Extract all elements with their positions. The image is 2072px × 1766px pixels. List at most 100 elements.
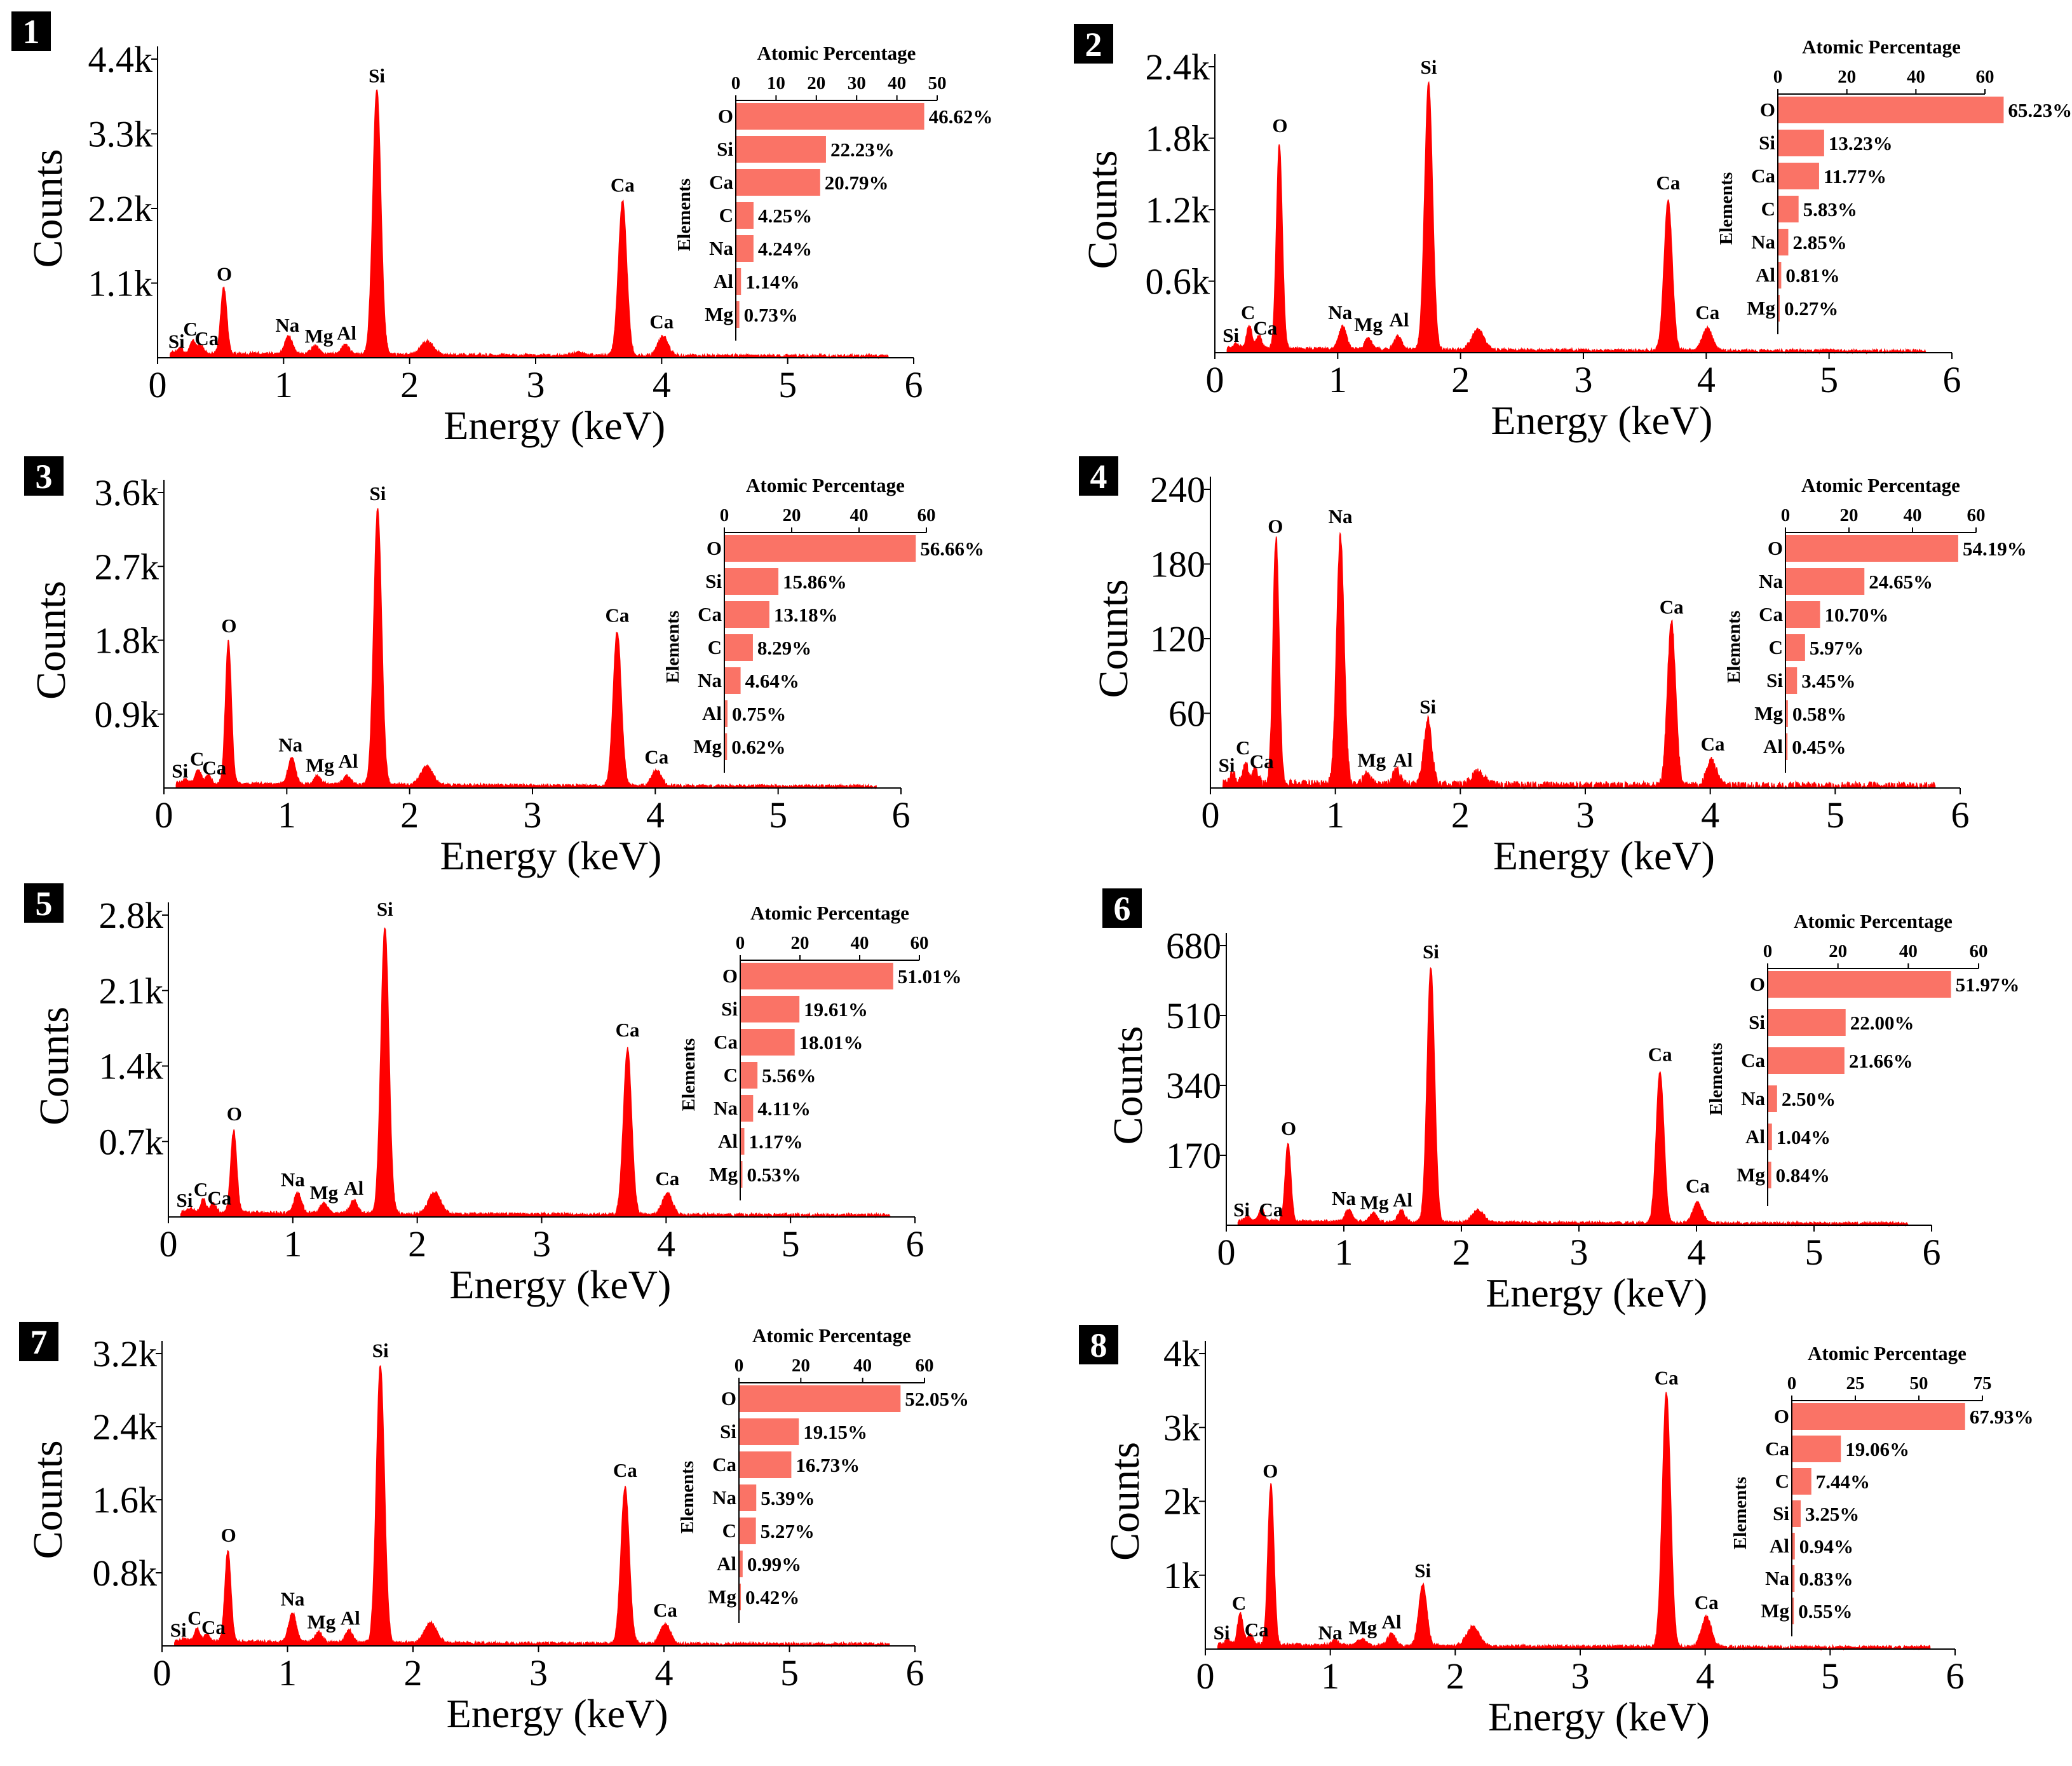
x-tick-label: 2 xyxy=(400,364,419,405)
inset-value-label: 19.15% xyxy=(803,1421,867,1443)
y-tick-label: 4.4k xyxy=(88,39,153,80)
x-tick-label: 6 xyxy=(1951,794,1970,836)
inset-value-label: 0.55% xyxy=(1798,1600,1852,1622)
inset-value-label: 46.62% xyxy=(929,105,993,128)
inset-bar xyxy=(725,535,916,562)
peak-label: Al xyxy=(339,750,358,772)
x-tick-label: 2 xyxy=(400,794,419,836)
panel-badge xyxy=(11,11,51,51)
inset-value-label: 5.83% xyxy=(1803,198,1857,221)
x-tick-label: 0 xyxy=(159,1223,178,1265)
x-tick-label: 1 xyxy=(278,1652,297,1694)
x-tick-label: 2 xyxy=(404,1652,423,1694)
panel-number: 7 xyxy=(30,1323,48,1361)
y-tick-label: 4k xyxy=(1163,1333,1200,1375)
inset-element-label: Ca xyxy=(709,171,733,193)
x-tick-label: 2 xyxy=(1451,359,1470,400)
inset-element-label: Ca xyxy=(698,603,722,625)
peak-label: Si xyxy=(1420,56,1437,78)
inset-bar xyxy=(736,202,754,229)
inset-tick-label: 40 xyxy=(1904,505,1922,526)
peak-label: Al xyxy=(341,1607,360,1629)
inset-bar xyxy=(740,1385,901,1412)
inset-element-label: O xyxy=(722,965,738,987)
x-tick-label: 6 xyxy=(1946,1655,1965,1697)
peak-label: C xyxy=(183,318,197,340)
peak-label: Si xyxy=(177,1189,193,1211)
inset-element-label: Al xyxy=(717,1552,736,1575)
inset-element-label: O xyxy=(1774,1405,1789,1427)
inset-element-label: C xyxy=(1769,636,1783,658)
y-axis-label: Counts xyxy=(1105,1026,1151,1145)
y-tick-label: 0.9k xyxy=(95,694,159,735)
inset-element-label: O xyxy=(721,1387,736,1409)
inset-value-label: 0.99% xyxy=(747,1553,801,1575)
peak-label: Mg xyxy=(1357,749,1386,771)
inset-title: Atomic Percentage xyxy=(752,1324,911,1347)
inset-value-label: 0.75% xyxy=(732,703,786,725)
inset-bar xyxy=(736,103,924,130)
inset-bar xyxy=(1786,667,1798,694)
peak-label: Mg xyxy=(1360,1192,1389,1214)
inset-element-label: C xyxy=(708,636,722,658)
inset-element-label: Ca xyxy=(1751,165,1775,187)
inset-value-label: 18.01% xyxy=(799,1031,863,1054)
inset-value-label: 0.83% xyxy=(1799,1568,1853,1590)
x-axis-label: Energy (keV) xyxy=(1488,1694,1710,1739)
inset-tick-label: 20 xyxy=(1838,67,1856,87)
inset-element-label: Mg xyxy=(708,1586,736,1608)
inset-value-label: 20.79% xyxy=(825,172,889,194)
peak-label: O xyxy=(1272,114,1287,137)
y-tick-label: 0.7k xyxy=(99,1121,164,1162)
inset-bar xyxy=(725,568,779,595)
inset-bar xyxy=(736,169,820,196)
peak-label: Ca xyxy=(613,1459,637,1481)
atomic-percentage-inset: Atomic Percentage 0 20 40 60 O 51.97% Si 22.00% C… xyxy=(1706,910,2019,1206)
peak-label: Na xyxy=(1329,505,1353,527)
inset-value-label: 13.23% xyxy=(1829,132,1893,154)
inset-value-label: 1.17% xyxy=(748,1131,802,1153)
peak-label: O xyxy=(1263,1460,1278,1482)
peak-label: Al xyxy=(344,1177,363,1199)
peak-label: Si xyxy=(1414,1559,1431,1582)
inset-value-label: 11.77% xyxy=(1824,165,1886,187)
inset-value-label: 21.66% xyxy=(1849,1050,1913,1072)
inset-bar xyxy=(1768,1047,1845,1074)
inset-bar xyxy=(1786,700,1788,727)
inset-bar xyxy=(1792,1533,1795,1559)
panel-badge xyxy=(1079,1325,1118,1364)
inset-y-label: Elements xyxy=(1706,1043,1726,1115)
inset-element-label: Na xyxy=(1751,231,1775,253)
peak-label: Al xyxy=(337,322,356,344)
inset-tick-label: 60 xyxy=(1976,67,1994,87)
peak-label: O xyxy=(1281,1117,1296,1139)
peak-label: Ca xyxy=(1245,1619,1269,1641)
inset-tick-label: 50 xyxy=(928,73,947,93)
x-tick-label: 5 xyxy=(769,794,787,836)
inset-value-label: 51.97% xyxy=(1956,974,2020,996)
inset-tick-label: 20 xyxy=(791,933,809,953)
inset-tick-label: 0 xyxy=(736,933,745,953)
y-tick-label: 240 xyxy=(1150,469,1205,510)
y-tick-label: 680 xyxy=(1166,925,1221,967)
inset-tick-label: 20 xyxy=(1829,941,1847,961)
inset-value-label: 7.44% xyxy=(1816,1471,1870,1493)
inset-tick-label: 40 xyxy=(851,933,869,953)
inset-element-label: Al xyxy=(1745,1125,1765,1148)
inset-element-label: O xyxy=(1768,537,1783,559)
inset-bar xyxy=(1778,229,1789,255)
inset-bar xyxy=(741,1095,754,1122)
inset-tick-label: 20 xyxy=(807,73,825,93)
inset-bar xyxy=(1768,1085,1777,1112)
peak-label: Ca xyxy=(1656,172,1680,194)
inset-tick-label: 40 xyxy=(1899,941,1918,961)
inset-element-label: Mg xyxy=(1761,1600,1789,1622)
x-tick-label: 5 xyxy=(778,364,797,405)
peak-label: Ca xyxy=(1250,751,1274,773)
inset-y-label: Elements xyxy=(679,1038,699,1111)
y-tick-label: 2.4k xyxy=(1146,46,1210,88)
panel-badge xyxy=(24,883,64,923)
inset-tick-label: 60 xyxy=(916,1355,934,1376)
